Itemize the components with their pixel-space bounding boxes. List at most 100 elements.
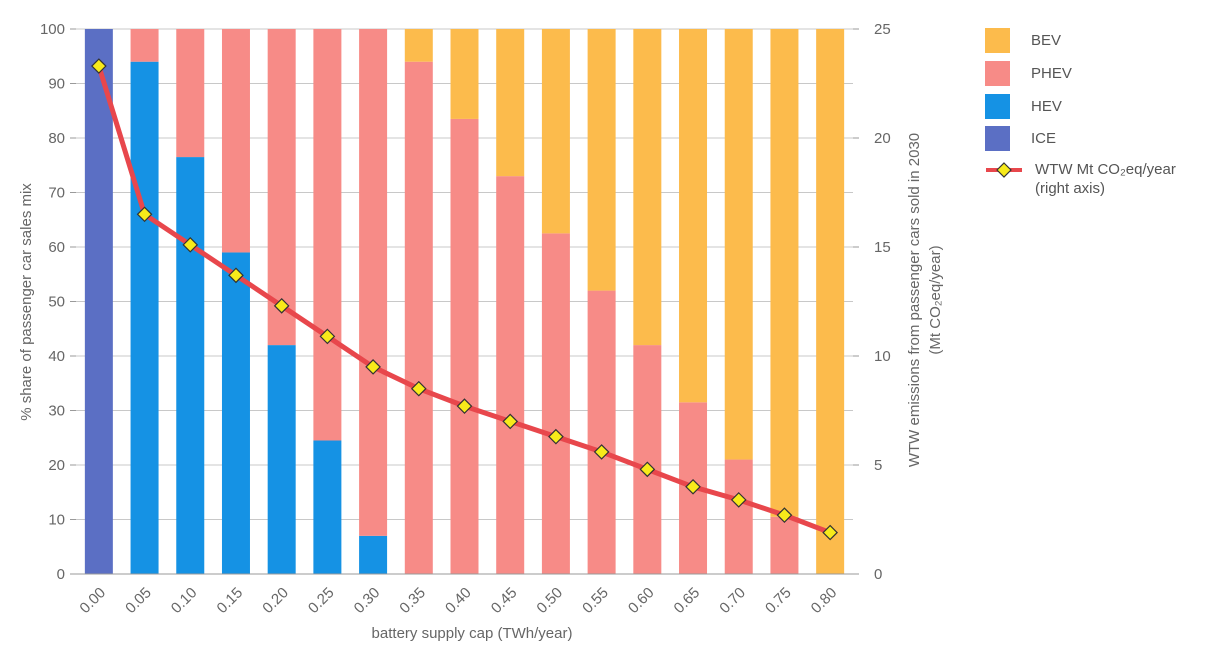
x-tick-label: 0.70 — [716, 584, 749, 617]
x-tick-label: 0.50 — [533, 584, 566, 617]
legend-item-phev: PHEV — [985, 60, 1072, 86]
emissions-point — [319, 328, 336, 345]
x-tick-label: 0.55 — [579, 584, 612, 617]
bar-phev — [176, 29, 205, 158]
bar-phev — [496, 176, 525, 574]
emissions-point — [91, 58, 107, 74]
emissions-line — [91, 58, 838, 541]
x-tick-label: 0.65 — [671, 584, 704, 617]
emissions-point — [456, 398, 473, 414]
bar-phev — [541, 233, 570, 574]
emissions-point — [822, 524, 838, 541]
emissions-point — [730, 492, 747, 508]
x-tick-label: 0.60 — [625, 584, 658, 617]
bar-bev — [770, 29, 799, 517]
bar-hev — [221, 252, 250, 574]
emissions-point — [593, 444, 610, 460]
y2-tick-label: 15 — [874, 239, 891, 256]
x-tick-label: 0.25 — [305, 584, 338, 617]
bar-ice — [84, 29, 113, 574]
bar-phev — [221, 29, 250, 253]
bar-bev — [450, 29, 479, 119]
x-tick-label: 0.10 — [168, 584, 201, 617]
bar-hev — [130, 61, 159, 574]
emissions-point — [502, 413, 519, 430]
x-axis-title: battery supply cap (TWh/year) — [372, 625, 573, 642]
bar-phev — [724, 459, 753, 574]
x-tick-label: 0.00 — [76, 584, 109, 617]
y-tick-label: 30 — [48, 403, 65, 420]
y2-tick-label: 25 — [874, 21, 891, 38]
legend-label-hev: HEV — [1031, 97, 1062, 115]
y2-tick-label: 20 — [874, 130, 891, 147]
y-tick-label: 90 — [48, 76, 65, 93]
bar-bev — [724, 29, 753, 460]
bar-phev — [450, 118, 479, 575]
x-tick-label: 0.20 — [259, 584, 292, 617]
bar-phev — [313, 29, 342, 441]
legend-swatch-hev — [985, 93, 1010, 119]
x-tick-label: 0.40 — [442, 584, 475, 617]
x-tick-label: 0.30 — [351, 584, 384, 617]
y2-tick-label: 0 — [874, 566, 882, 583]
bar-hev — [176, 157, 205, 574]
y-tick-label: 50 — [48, 294, 65, 311]
bar-phev — [359, 29, 388, 536]
bar-phev — [404, 61, 433, 574]
y-tick-label: 60 — [48, 239, 65, 256]
x-tick-label: 0.45 — [488, 584, 521, 617]
bar-phev — [587, 290, 616, 574]
bar-bev — [587, 29, 616, 291]
emissions-point — [410, 380, 427, 397]
y-tick-label: 80 — [48, 130, 65, 147]
y2-tick-label: 10 — [874, 348, 891, 365]
bar-phev — [267, 29, 296, 346]
bar-bev — [633, 29, 662, 346]
y-tick-label: 40 — [48, 348, 65, 365]
emissions-point — [228, 267, 244, 284]
y2-axis-unit: (Mt CO₂eq/year) — [927, 245, 944, 354]
legend-label-wtw: WTW Mt CO₂eq/year (right axis) — [1035, 160, 1176, 198]
legend-label-ice: ICE — [1031, 129, 1057, 147]
legend-item-ice: ICE — [985, 125, 1056, 151]
bars — [84, 29, 845, 575]
legend-label-wtw-line2: (right axis) — [1035, 180, 1106, 197]
emissions-point — [685, 478, 701, 495]
x-tick-label: 0.80 — [808, 584, 841, 617]
emissions-point — [136, 206, 153, 223]
legend-swatch-bev — [985, 27, 1010, 53]
x-tick-label: 0.15 — [214, 584, 247, 617]
legend-line-marker-icon — [986, 162, 1022, 178]
y-tick-label: 20 — [48, 457, 65, 474]
y-tick-label: 0 — [57, 566, 65, 583]
bar-hev — [267, 345, 296, 574]
legend-label-phev: PHEV — [1031, 64, 1072, 82]
legend-item-wtw-line: WTW Mt CO₂eq/year (right axis) — [985, 160, 1176, 202]
y-tick-label: 70 — [48, 185, 65, 202]
x-tick-label: 0.75 — [762, 584, 795, 617]
y-tick-label: 10 — [48, 512, 65, 529]
y-axis-title: % share of passenger car sales mix — [18, 183, 35, 421]
bar-phev — [770, 516, 799, 574]
emissions-point — [273, 298, 290, 314]
legend-swatch-phev — [985, 60, 1010, 86]
y2-axis-title: WTW emissions from passenger cars sold i… — [906, 133, 923, 467]
emissions-point — [365, 359, 381, 375]
bar-phev — [130, 29, 159, 62]
legend-item-bev: BEV — [985, 27, 1061, 53]
bar-hev — [313, 440, 342, 574]
legend-item-hev: HEV — [985, 93, 1062, 119]
bar-phev — [633, 345, 662, 574]
legend-label-wtw-line1: WTW Mt CO₂eq/year — [1035, 161, 1176, 178]
x-tick-label: 0.05 — [122, 584, 155, 617]
bar-hev — [359, 535, 388, 574]
chart: 0 10 20 30 40 50 60 70 80 90 100 0 5 10 15 20 25 0.00 0.05… — [18, 21, 944, 642]
emissions-point — [776, 507, 793, 523]
bar-bev — [404, 29, 433, 62]
bar-bev — [496, 29, 525, 177]
legend-label-bev: BEV — [1031, 31, 1062, 49]
x-tick-label: 0.35 — [396, 584, 429, 617]
bar-bev — [816, 29, 845, 574]
legend-swatch-ice — [985, 125, 1010, 151]
emissions-point — [548, 428, 564, 445]
